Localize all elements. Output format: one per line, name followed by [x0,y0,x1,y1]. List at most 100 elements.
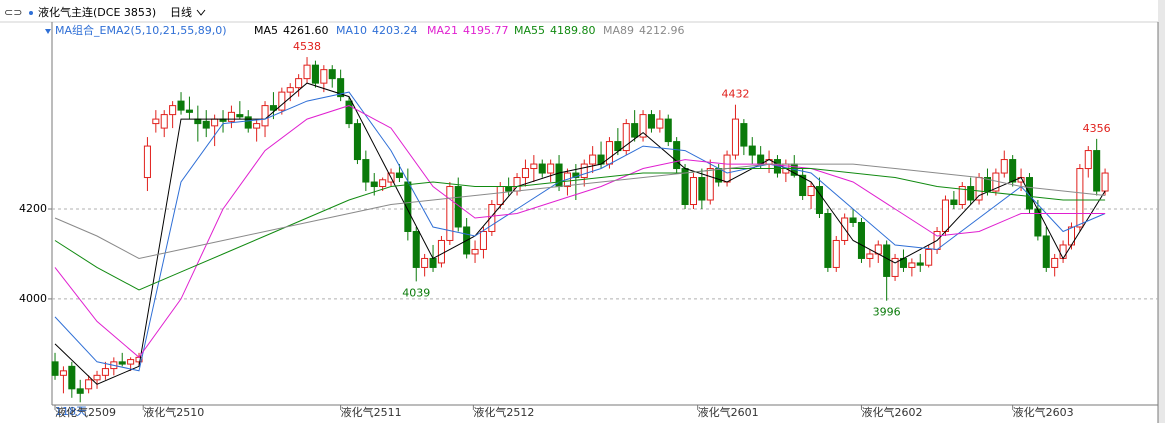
candle-body [127,359,135,365]
candle-body [488,204,496,232]
candle-body [950,199,958,206]
candle-body [1076,168,1084,228]
x-tick-label: 液化气2603 [1013,405,1074,419]
x-tick-label: 液化气2601 [698,405,759,419]
indicator-toggle[interactable] [45,29,51,34]
x-tick-label: 液化气2512 [473,405,534,419]
candle-body [614,141,622,152]
candle-body [370,181,378,188]
extreme-label: 4538 [293,40,321,53]
period-selector[interactable]: 日线 [170,5,192,19]
candle-body [740,123,748,147]
y-tick-label: 4200 [19,202,47,215]
symbol-title: 液化气主连(DCE 3853) [38,5,156,19]
candle-body [160,114,168,129]
candle-body [85,379,93,390]
candle-body [395,172,403,179]
candle-body [941,199,949,232]
ma-line [54,82,1106,385]
candle-body [967,186,975,201]
candle-body [278,91,286,111]
candle-body [664,118,672,143]
candle-body [295,78,303,89]
candle-body [118,361,126,365]
candle-body [849,217,857,223]
candle-body [253,123,261,129]
ma-line [54,163,1106,260]
candle-body [908,262,916,268]
candle-body [379,179,387,188]
candle-body [580,163,588,179]
candle-body [731,118,739,156]
candle-body [362,159,370,183]
candle-body [51,361,59,376]
candle-body [639,114,647,138]
candle-body [194,118,202,125]
candle-body [261,105,269,127]
legend-value: 4195.77 [463,24,509,37]
candle-body [589,154,597,165]
candle-body [269,105,277,111]
legend-value: 4261.60 [283,24,329,37]
candle-body [1051,257,1059,268]
candle-body [883,244,891,277]
candle-body [832,239,840,268]
ma-line [54,168,1106,291]
candle-body [689,177,697,206]
candle-body [698,177,706,201]
candle-body [748,145,756,156]
candle-body [925,248,933,266]
candle-body [236,114,244,118]
candle-body [320,69,328,84]
candle-body [421,257,429,268]
candle-body [799,174,807,197]
candle-body [824,213,832,268]
candle-body [244,116,252,129]
period-dropdown-arrow[interactable] [196,9,206,16]
candle-body [286,87,294,93]
candle-body [983,177,991,192]
candle-body [59,370,67,376]
duration-note: 118天 [55,405,87,418]
legend-name: MA55 [514,24,545,37]
y-tick-label: 4000 [19,292,47,305]
status-dot [29,11,33,15]
ma-line [54,105,1106,359]
candle-body [1000,159,1008,174]
candle-body [496,186,504,206]
candle-body [530,163,538,170]
candle-body [807,186,815,197]
candle-body [631,123,639,138]
legend-name: MA10 [336,24,367,37]
candle-body [101,368,109,376]
candle-body [1084,150,1092,170]
legend-value: 4189.80 [550,24,596,37]
candle-body [975,177,983,201]
link-icon[interactable]: ⊂⊃ [4,6,22,19]
candle-body [916,262,924,266]
candle-body [169,105,177,116]
legend-name: MA21 [427,24,458,37]
candle-body [538,163,546,174]
extreme-label: 4356 [1083,122,1111,135]
right-panel [1158,0,1165,423]
candle-body [202,120,210,129]
candle-body [647,114,655,129]
candle-body [227,111,235,122]
candle-body [454,186,462,228]
candle-body [1101,172,1109,192]
legend-name: MA5 [254,24,278,37]
indicator-name[interactable]: MA组合_EMA2(5,10,21,55,89,0) [55,23,227,37]
candle-body [958,186,966,206]
x-tick-label: 液化气2511 [341,405,402,419]
candle-body [505,186,513,192]
candle-body [353,123,361,161]
candle-body [437,239,445,264]
candle-body [891,257,899,277]
legend-value: 4203.24 [372,24,418,37]
candle-body [211,118,219,127]
candle-body [152,118,160,125]
candle-body [1093,150,1101,192]
